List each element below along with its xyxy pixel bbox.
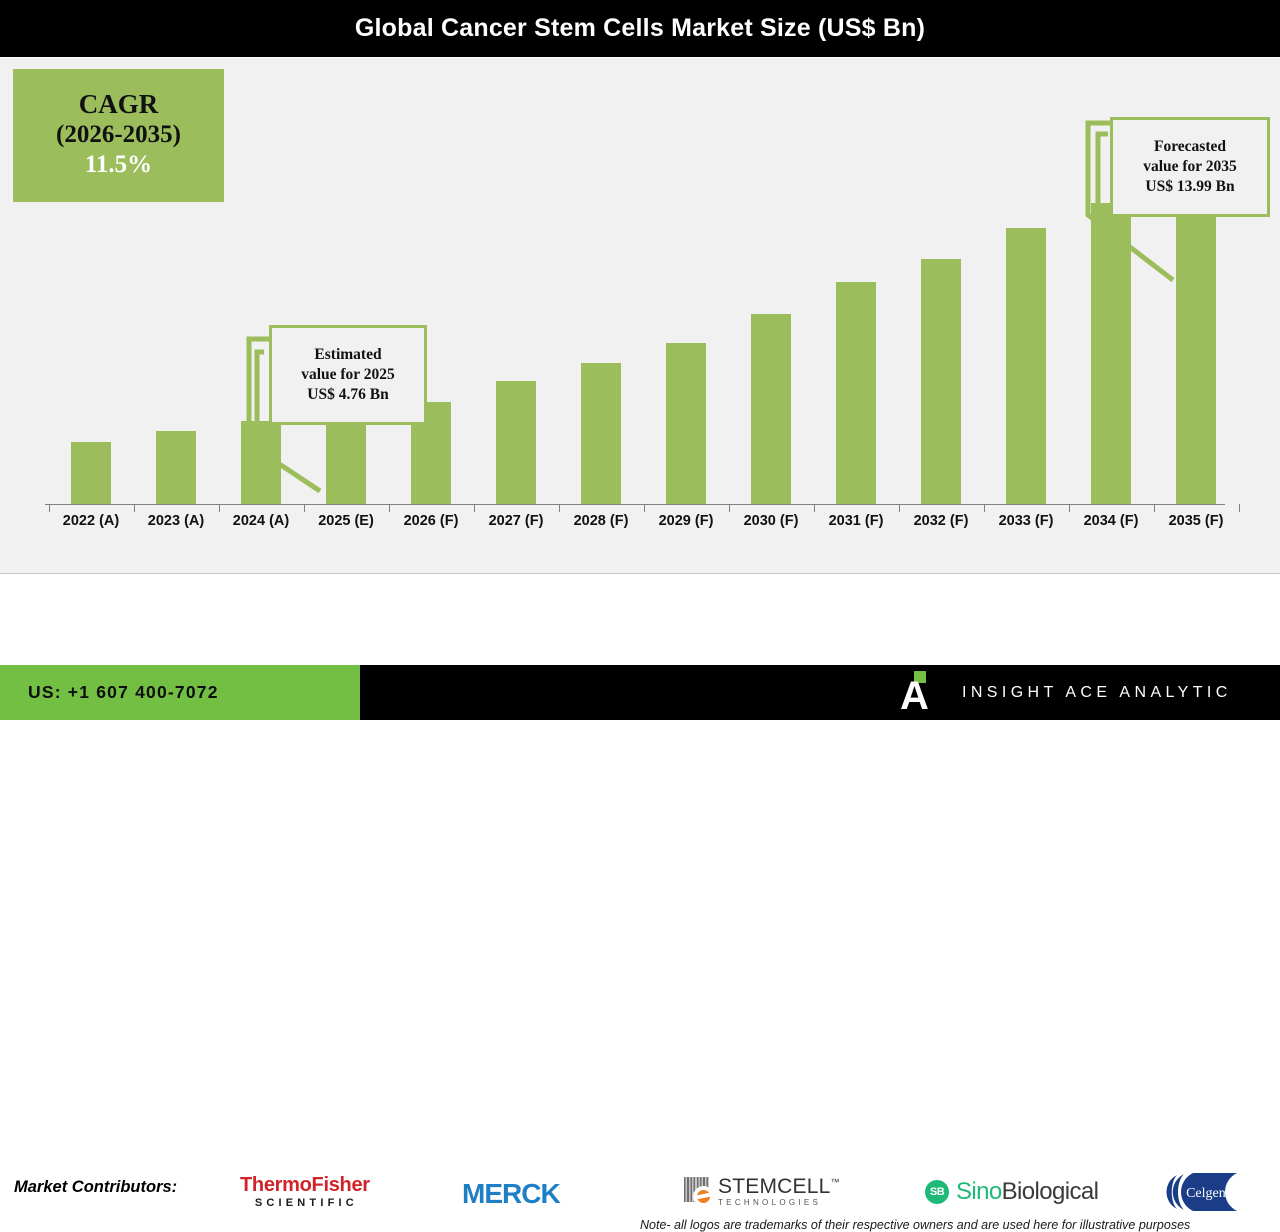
callout-2035-line1: Forecasted — [1153, 137, 1227, 155]
logo-celgene: Celgene — [1157, 1172, 1243, 1212]
x-axis-label-2025: 2025 (E) — [318, 513, 374, 529]
bar-2035 — [1176, 162, 1216, 504]
x-axis-label-2030: 2030 (F) — [743, 513, 799, 529]
x-axis-tick — [558, 504, 560, 512]
callout-2025-line2: value for 2025 — [301, 365, 395, 383]
thermofisher-wordmark: ThermoFisher — [240, 1174, 370, 1196]
x-axis-label-2028: 2028 (F) — [573, 513, 629, 529]
estimated-value-callout: Estimated value for 2025 US$ 4.76 Bn — [269, 325, 427, 425]
cagr-box: CAGR (2026-2035) 11.5% — [13, 69, 224, 202]
logo-thermofisher: ThermoFisher SCIENTIFIC — [240, 1175, 370, 1212]
stemcell-mark-icon — [684, 1177, 714, 1207]
cagr-period: (2026-2035) — [56, 121, 181, 149]
callout-2035-line3: US$ 13.99 Bn — [1145, 178, 1235, 196]
x-axis-tick — [133, 504, 135, 512]
x-axis-line — [45, 504, 1225, 505]
x-axis-label-2024: 2024 (A) — [232, 513, 290, 529]
callout-2035-connector — [1085, 120, 1175, 282]
x-axis-label-2032: 2032 (F) — [913, 513, 969, 529]
x-axis-tick — [813, 504, 815, 512]
logo-sino-biological: SB SinoBiological — [925, 1178, 1099, 1206]
bar-2027 — [496, 381, 536, 504]
bar-2034 — [1091, 203, 1131, 504]
trademark-note: Note- all logos are trademarks of their … — [640, 1218, 1191, 1232]
x-axis-tick — [728, 504, 730, 512]
celgene-wordmark: Celgene — [1186, 1186, 1232, 1201]
footer-phone-number[interactable]: US: +1 607 400-7072 — [28, 682, 219, 702]
callout-2025-line1: Estimated — [314, 345, 382, 363]
footer-phone-band[interactable]: US: +1 607 400-7072 — [0, 665, 360, 720]
market-contributors-label: Market Contributors: — [14, 1178, 178, 1196]
callout-2035-line2: value for 2035 — [1143, 157, 1237, 175]
x-axis-tick — [473, 504, 475, 512]
merck-wordmark: MERCK — [462, 1178, 561, 1209]
stemcell-subtext: TECHNOLOGIES — [718, 1198, 822, 1208]
sino-wordmark: SinoBiological — [956, 1178, 1099, 1205]
bar-2031 — [836, 282, 876, 504]
bar-2022 — [71, 442, 111, 504]
bar-2030 — [751, 314, 791, 504]
x-axis-label-2027: 2027 (F) — [488, 513, 544, 529]
x-axis-tick — [983, 504, 985, 512]
bar-chart-plot-area: 2022 (A) 2023 (A) 2024 (A) 2025 (E) 2026 (F)… — [0, 58, 1280, 574]
forecasted-value-callout: Forecasted value for 2035 US$ 13.99 Bn — [1110, 117, 1270, 217]
thermofisher-subtext: SCIENTIFIC — [254, 1197, 358, 1209]
footer-brand: A INSIGHT ACE ANALYTIC — [900, 665, 1232, 720]
cagr-label: CAGR — [78, 89, 159, 120]
callout-2025-connector — [246, 336, 322, 494]
brand-letter: A — [900, 673, 929, 718]
x-axis-tick — [1238, 504, 1240, 512]
logo-stemcell: STEMCELL™ TECHNOLOGIES — [684, 1175, 840, 1208]
x-axis-tick — [303, 504, 305, 512]
x-axis-tick — [1068, 504, 1070, 512]
x-axis-label-2023: 2023 (A) — [147, 513, 205, 529]
bar-2033 — [1006, 228, 1046, 504]
bar-2023 — [156, 431, 196, 504]
x-axis-tick — [48, 504, 50, 512]
bar-2028 — [581, 363, 621, 504]
x-axis-tick — [898, 504, 900, 512]
x-axis-tick — [1153, 504, 1155, 512]
footer-bar: US: +1 607 400-7072 A INSIGHT ACE ANALYT… — [0, 665, 1280, 720]
brand-name: INSIGHT ACE ANALYTIC — [962, 683, 1232, 701]
x-axis-label-2029: 2029 (F) — [658, 513, 714, 529]
x-axis-label-2034: 2034 (F) — [1083, 513, 1139, 529]
callout-2025-line3: US$ 4.76 Bn — [307, 386, 389, 404]
x-axis-label-2033: 2033 (F) — [998, 513, 1054, 529]
market-contributors-strip: Market Contributors: ThermoFisher SCIENT… — [0, 573, 1280, 1232]
title-bar: Global Cancer Stem Cells Market Size (US… — [0, 0, 1280, 57]
stemcell-wordmark: STEMCELL™ — [718, 1175, 840, 1198]
x-axis-tick — [643, 504, 645, 512]
cagr-value: 11.5% — [84, 151, 153, 179]
insightace-logo-icon: A — [900, 670, 944, 718]
x-axis-tick — [388, 504, 390, 512]
chart-panel: 2022 (A) 2023 (A) 2024 (A) 2025 (E) 2026 (F)… — [0, 57, 1280, 573]
sino-mark-icon: SB — [925, 1180, 949, 1204]
x-axis-label-2026: 2026 (F) — [403, 513, 459, 529]
x-axis-label-2031: 2031 (F) — [828, 513, 884, 529]
bar-2029 — [666, 343, 706, 504]
page-title: Global Cancer Stem Cells Market Size (US… — [354, 14, 926, 42]
x-axis-tick — [218, 504, 220, 512]
bar-2032 — [921, 259, 961, 504]
x-axis-label-2022: 2022 (A) — [62, 513, 120, 529]
x-axis-label-2035: 2035 (F) — [1168, 513, 1224, 529]
logo-merck: MERCK — [462, 1178, 561, 1209]
